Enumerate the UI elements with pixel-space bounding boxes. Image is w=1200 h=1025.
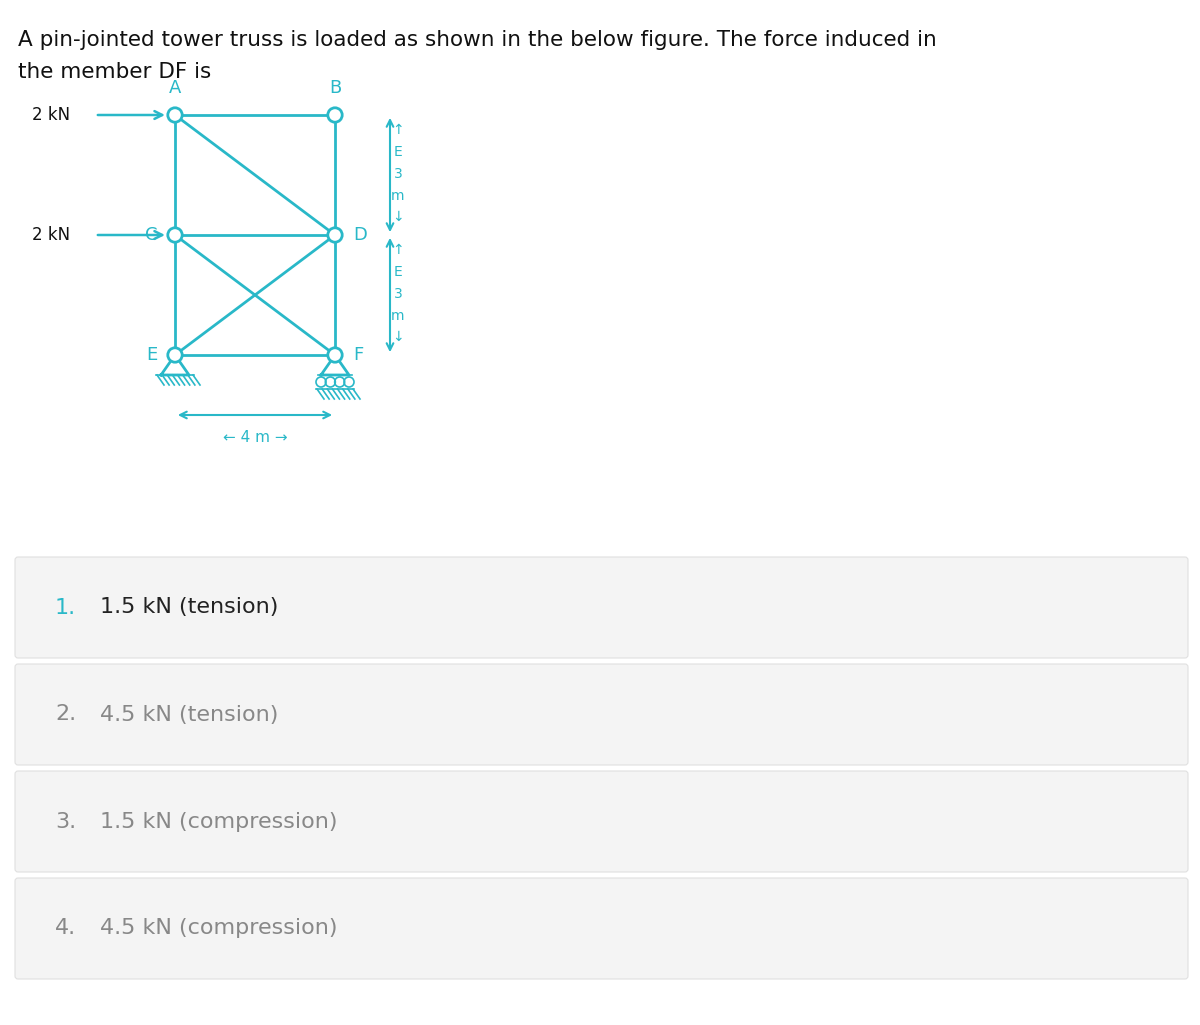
Text: m: m <box>391 309 404 323</box>
Text: ↓: ↓ <box>392 330 404 344</box>
Text: ↓: ↓ <box>392 210 404 224</box>
Text: 4.5 kN (compression): 4.5 kN (compression) <box>100 918 337 939</box>
FancyBboxPatch shape <box>14 771 1188 872</box>
FancyBboxPatch shape <box>14 557 1188 658</box>
Circle shape <box>169 229 181 241</box>
FancyBboxPatch shape <box>14 878 1188 979</box>
Text: A: A <box>169 79 181 97</box>
Circle shape <box>329 229 341 241</box>
Circle shape <box>329 109 341 121</box>
Text: 3.: 3. <box>55 812 76 831</box>
Text: 4.: 4. <box>55 918 76 939</box>
Text: 2 kN: 2 kN <box>32 106 70 124</box>
Text: D: D <box>353 226 367 244</box>
Text: C: C <box>144 226 157 244</box>
Text: 2 kN: 2 kN <box>32 226 70 244</box>
Circle shape <box>169 109 181 121</box>
Text: ← 4 m →: ← 4 m → <box>223 430 287 445</box>
Text: B: B <box>329 79 341 97</box>
Text: ↑: ↑ <box>392 243 404 257</box>
Text: 1.5 kN (compression): 1.5 kN (compression) <box>100 812 337 831</box>
Circle shape <box>169 348 181 361</box>
Text: ↑: ↑ <box>392 123 404 137</box>
Text: A pin-jointed tower truss is loaded as shown in the below figure. The force indu: A pin-jointed tower truss is loaded as s… <box>18 30 937 50</box>
Text: 3: 3 <box>394 287 402 301</box>
FancyBboxPatch shape <box>14 664 1188 765</box>
Text: E: E <box>394 265 402 279</box>
Text: 2.: 2. <box>55 704 76 725</box>
Text: E: E <box>145 346 157 364</box>
Text: 1.5 kN (tension): 1.5 kN (tension) <box>100 598 278 617</box>
Text: m: m <box>391 189 404 203</box>
Text: 3: 3 <box>394 167 402 181</box>
Text: 4.5 kN (tension): 4.5 kN (tension) <box>100 704 278 725</box>
Circle shape <box>329 348 341 361</box>
Text: E: E <box>394 145 402 159</box>
Text: the member DF is: the member DF is <box>18 62 211 82</box>
Text: F: F <box>353 346 364 364</box>
Text: 1.: 1. <box>55 598 76 617</box>
